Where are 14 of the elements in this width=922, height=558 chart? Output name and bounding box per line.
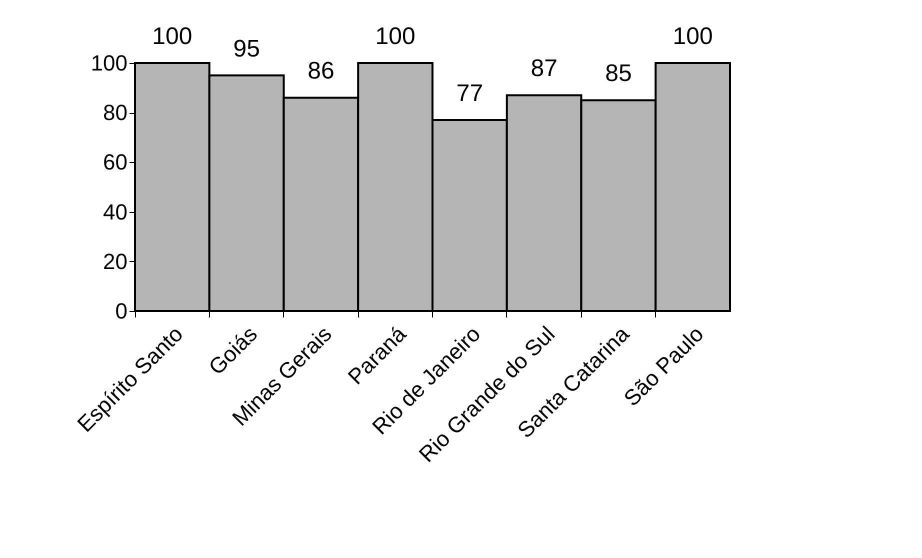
data-label: 87 (530, 55, 558, 82)
y-tick-label: 80 (103, 100, 128, 126)
data-label: 77 (456, 80, 484, 108)
y-tick-label: 20 (103, 248, 128, 274)
y-tick-label: 40 (103, 199, 128, 224)
data-label: 85 (605, 60, 632, 88)
data-label: 100 (672, 23, 713, 50)
data-label: 100 (375, 23, 416, 50)
data-label: 95 (233, 35, 260, 62)
y-tick-label: 0 (115, 298, 128, 324)
data-label: 86 (308, 58, 334, 85)
y-tick-label: 100 (90, 50, 128, 76)
data-label: 100 (152, 23, 192, 50)
y-tick-label: 60 (103, 150, 128, 175)
